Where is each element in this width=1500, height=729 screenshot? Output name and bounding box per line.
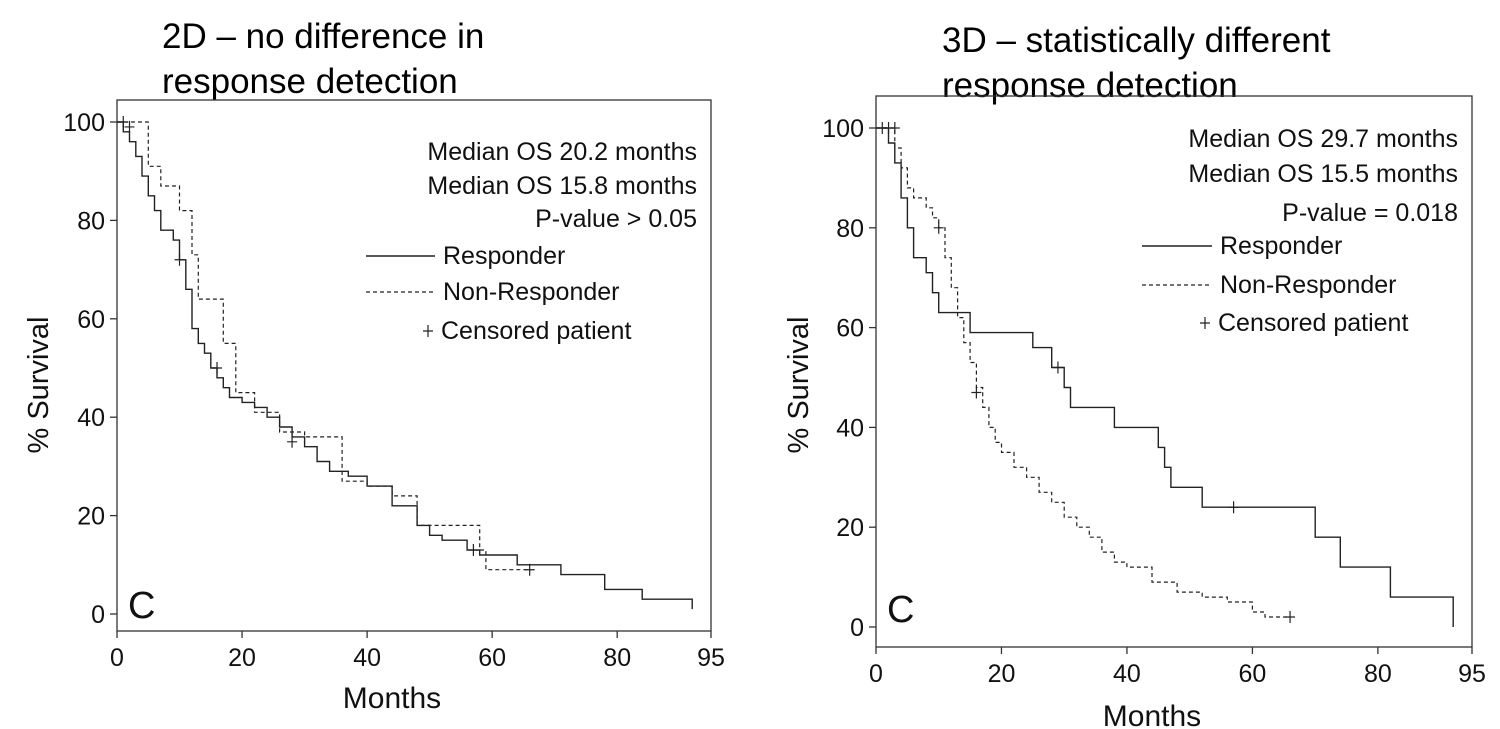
chart2-y-tick-label: 20 bbox=[836, 514, 864, 542]
chart1-x-tick-label: 95 bbox=[697, 644, 725, 672]
chart1-legend-non-responder-label: Non-Responder bbox=[443, 278, 620, 306]
chart1-y-tick-label: 60 bbox=[77, 306, 105, 334]
chart2-legend-censored-label: Censored patient bbox=[1218, 309, 1408, 337]
chart2-x-tick-label: 0 bbox=[869, 660, 883, 688]
chart2-annotation-2: Median OS 15.5 months bbox=[1188, 160, 1458, 188]
chart2-legend-responder-label: Responder bbox=[1220, 232, 1342, 260]
chart2-annotation-1: Median OS 29.7 months bbox=[1188, 125, 1458, 153]
chart2-x-tick-label: 95 bbox=[1458, 660, 1486, 688]
chart1-x-tick-label: 80 bbox=[603, 644, 631, 672]
chart2-plot-frame bbox=[875, 95, 1473, 648]
chart2-x-tick-label: 20 bbox=[988, 660, 1016, 688]
chart1-y-tick-label: 20 bbox=[77, 503, 105, 531]
right-panel-heading: 3D – statistically different response de… bbox=[942, 21, 1331, 105]
chart2-y-axis-title: % Survival bbox=[783, 317, 815, 454]
chart1-legend-responder-label: Responder bbox=[443, 242, 565, 270]
chart1-censored-mark bbox=[124, 120, 135, 133]
chart2-panel-label: C bbox=[887, 589, 914, 631]
chart2-censored-mark bbox=[971, 386, 982, 399]
chart1-censored-mark bbox=[174, 253, 185, 266]
chart1-x-tick-label: 40 bbox=[353, 644, 381, 672]
chart1-y-tick-label: 100 bbox=[63, 109, 105, 137]
chart2-censored-mark bbox=[889, 122, 900, 134]
chart2-legend-censored-swatch bbox=[1200, 317, 1210, 329]
chart1-annotation-1: Median OS 20.2 months bbox=[427, 138, 697, 166]
chart1-y-axis-title: % Survival bbox=[23, 317, 55, 454]
chart2-annotation-3: P-value = 0.018 bbox=[1282, 199, 1458, 227]
chart1-x-tick-label: 60 bbox=[478, 644, 506, 672]
chart2-legend-non-responder-label: Non-Responder bbox=[1220, 271, 1397, 299]
chart2-censored-mark bbox=[1228, 501, 1239, 514]
chart1-x-axis-title: Months bbox=[343, 682, 441, 715]
chart1-plot-frame bbox=[116, 99, 712, 632]
chart1-censored-mark bbox=[118, 116, 129, 128]
chart1-x-tick-label: 20 bbox=[228, 644, 256, 672]
chart1-y-tick-label: 0 bbox=[91, 601, 105, 629]
chart1-censored-mark bbox=[524, 563, 535, 576]
chart1-panel-label: C bbox=[128, 585, 155, 627]
chart1-censored-mark bbox=[468, 544, 479, 557]
chart1-x-tick-label: 0 bbox=[110, 644, 124, 672]
chart1-censored-mark bbox=[287, 435, 298, 448]
chart2-y-tick-label: 80 bbox=[836, 215, 864, 243]
chart1-y-tick-label: 80 bbox=[77, 207, 105, 235]
chart2-series-responder-line bbox=[876, 127, 1454, 627]
chart2-y-tick-label: 0 bbox=[850, 614, 864, 642]
chart2-x-tick-label: 60 bbox=[1239, 660, 1267, 688]
chart1-legend-censored-swatch bbox=[423, 325, 433, 337]
chart2-y-tick-label: 100 bbox=[822, 115, 864, 143]
chart1-legend-censored-label: Censored patient bbox=[441, 317, 631, 345]
chart2-series-non-responder-line bbox=[876, 127, 1291, 618]
chart2-censored-mark bbox=[1052, 361, 1063, 374]
chart2-censored-mark bbox=[1285, 611, 1296, 624]
chart1-y-tick-label: 40 bbox=[77, 404, 105, 432]
chart1-annotation-3: P-value > 0.05 bbox=[535, 205, 697, 233]
left-panel-heading: 2D – no difference in response detection bbox=[162, 17, 485, 101]
chart2-y-tick-label: 40 bbox=[836, 414, 864, 442]
chart1-censored-mark bbox=[212, 362, 223, 374]
chart2-x-tick-label: 40 bbox=[1113, 660, 1141, 688]
chart1-annotation-2: Median OS 15.8 months bbox=[427, 172, 697, 200]
chart2-x-axis-title: Months bbox=[1103, 700, 1201, 729]
chart2-censored-mark bbox=[933, 221, 944, 234]
chart2-x-tick-label: 80 bbox=[1364, 660, 1392, 688]
chart2-y-tick-label: 60 bbox=[836, 315, 864, 343]
